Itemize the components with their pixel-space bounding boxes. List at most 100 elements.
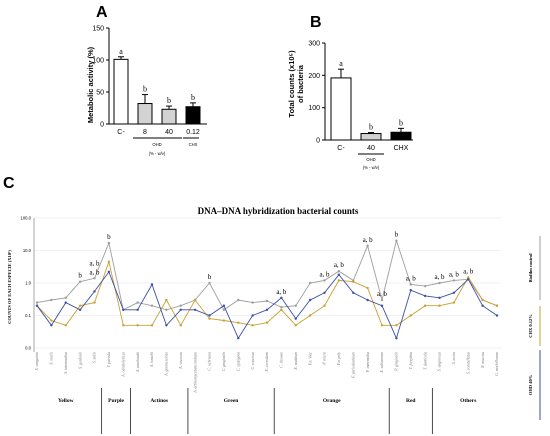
c-significance-label: a, b	[377, 290, 388, 298]
c-group-label: Orange	[323, 398, 341, 404]
c-series-point	[193, 298, 197, 302]
c-series-point	[237, 337, 240, 340]
c-series-point	[93, 277, 96, 280]
c-species-label: C. ochracea	[208, 352, 212, 371]
c-species-label: S. constellatus	[466, 351, 470, 373]
c-series-point	[323, 279, 326, 282]
c-series-point	[395, 337, 398, 340]
c-series-point	[294, 304, 297, 307]
panel-b-y-label-line1: Total counts (x10⁵)	[287, 50, 296, 118]
a-bar	[185, 106, 201, 125]
c-significance-label: b	[208, 273, 212, 281]
c-series-point	[179, 304, 182, 307]
c-series-point	[452, 279, 456, 282]
c-series-point	[179, 308, 182, 311]
panel-c-y-label: COUNTS OF EACH ESPECIE (X10⁵)	[7, 250, 12, 324]
c-significance-label: a, b	[89, 259, 100, 267]
a-y-tick-label: 0	[100, 122, 104, 129]
c-species-label: S. noxia	[452, 352, 456, 364]
panel-a-y-label: Metabolic activity (%)	[86, 46, 95, 123]
c-group-label: Green	[224, 398, 239, 404]
c-series-point	[107, 260, 111, 263]
c-series-point	[423, 294, 427, 298]
c-series-point	[50, 319, 53, 322]
c-species-label: A. israelii	[150, 352, 154, 368]
c-series-point	[237, 298, 240, 302]
c-series-point	[467, 278, 470, 281]
b-x-tick-label: C-	[337, 145, 345, 152]
c-series-point	[165, 298, 168, 302]
c-species-label: E. saburreum	[380, 352, 384, 374]
c-series-point	[423, 304, 427, 307]
c-series-point	[395, 324, 398, 327]
c-species-label: A. gerencseriae	[165, 352, 169, 377]
c-series-point	[337, 270, 341, 273]
c-series-point	[107, 270, 111, 274]
c-significance-label: b	[78, 272, 82, 280]
c-series-point	[64, 324, 67, 327]
c-series-point	[208, 281, 211, 285]
c-series-point	[280, 308, 283, 311]
c-series-point	[366, 298, 369, 302]
panel-a-letter: A	[96, 4, 108, 21]
panel-c-chart: DNA–DNA hybridization bacterial counts C…	[7, 206, 541, 434]
c-series-point	[409, 283, 412, 286]
c-series-point	[35, 304, 39, 307]
panel-b-ohd-label: OHD	[366, 157, 375, 162]
c-species-label: A. viscosus	[179, 351, 183, 369]
c-series-point	[150, 324, 154, 327]
c-series-point	[280, 296, 283, 300]
c-species-label: C. concisus	[251, 351, 255, 369]
c-series-point	[107, 241, 111, 245]
c-series-point	[380, 324, 384, 327]
c-series-point	[395, 239, 398, 242]
c-species-label: T. forsythia	[409, 352, 413, 369]
c-series-point	[423, 284, 427, 288]
b-y-tick-label: 300	[308, 41, 320, 48]
a-bar	[137, 103, 153, 125]
c-species-label: P. gingivalis	[395, 351, 399, 371]
c-series-point	[208, 317, 211, 320]
c-species-label: A. odontolyticus	[122, 351, 126, 377]
a-x-tick-label: 8	[143, 129, 147, 136]
c-series-point	[251, 314, 254, 317]
c-species-label: N. mucosa	[481, 352, 485, 369]
c-series-point	[366, 244, 369, 247]
c-species-label: A. naeslundii	[136, 352, 140, 373]
c-series-point	[323, 304, 326, 307]
c-species-label: E. corrodens	[265, 351, 269, 372]
c-series-point	[78, 308, 82, 311]
c-series-point	[122, 324, 125, 327]
c-series-point	[352, 291, 355, 294]
c-series-point	[481, 304, 484, 307]
c-series-point	[222, 319, 226, 322]
c-series-point	[150, 304, 154, 307]
a-significance-label: b	[167, 96, 171, 105]
c-series-point	[495, 304, 499, 307]
panel-b-letter: B	[310, 14, 322, 31]
c-species-label: F.n. poly	[337, 352, 341, 366]
c-series-point	[337, 279, 341, 282]
b-y-tick-label: 200	[308, 73, 320, 80]
c-series-point	[409, 314, 412, 317]
panel-a-chx-label: CHX	[189, 142, 198, 147]
c-series-point	[136, 308, 139, 311]
c-series-point	[265, 299, 269, 303]
panel-b-y-label-line2: of bacteria	[296, 64, 305, 103]
c-series-point	[294, 317, 297, 320]
c-legend-label: Biofilm control	[528, 253, 533, 283]
c-series-point	[208, 314, 211, 317]
b-significance-label: b	[399, 118, 403, 127]
c-species-label: F.n. Vinc	[308, 352, 312, 367]
b-y-tick-label: 0	[316, 138, 320, 145]
c-series-point	[136, 324, 139, 327]
c-significance-label: a, b	[434, 273, 445, 281]
c-group-label: Others	[460, 398, 476, 404]
c-series-point	[179, 324, 182, 327]
c-series-point	[150, 283, 154, 286]
c-species-label: S. oralis	[50, 351, 54, 364]
c-species-label: C. sputigena	[236, 352, 240, 371]
c-group-label: Purple	[108, 398, 124, 404]
c-significance-label: a, b	[406, 274, 417, 282]
a-bar	[113, 58, 129, 125]
